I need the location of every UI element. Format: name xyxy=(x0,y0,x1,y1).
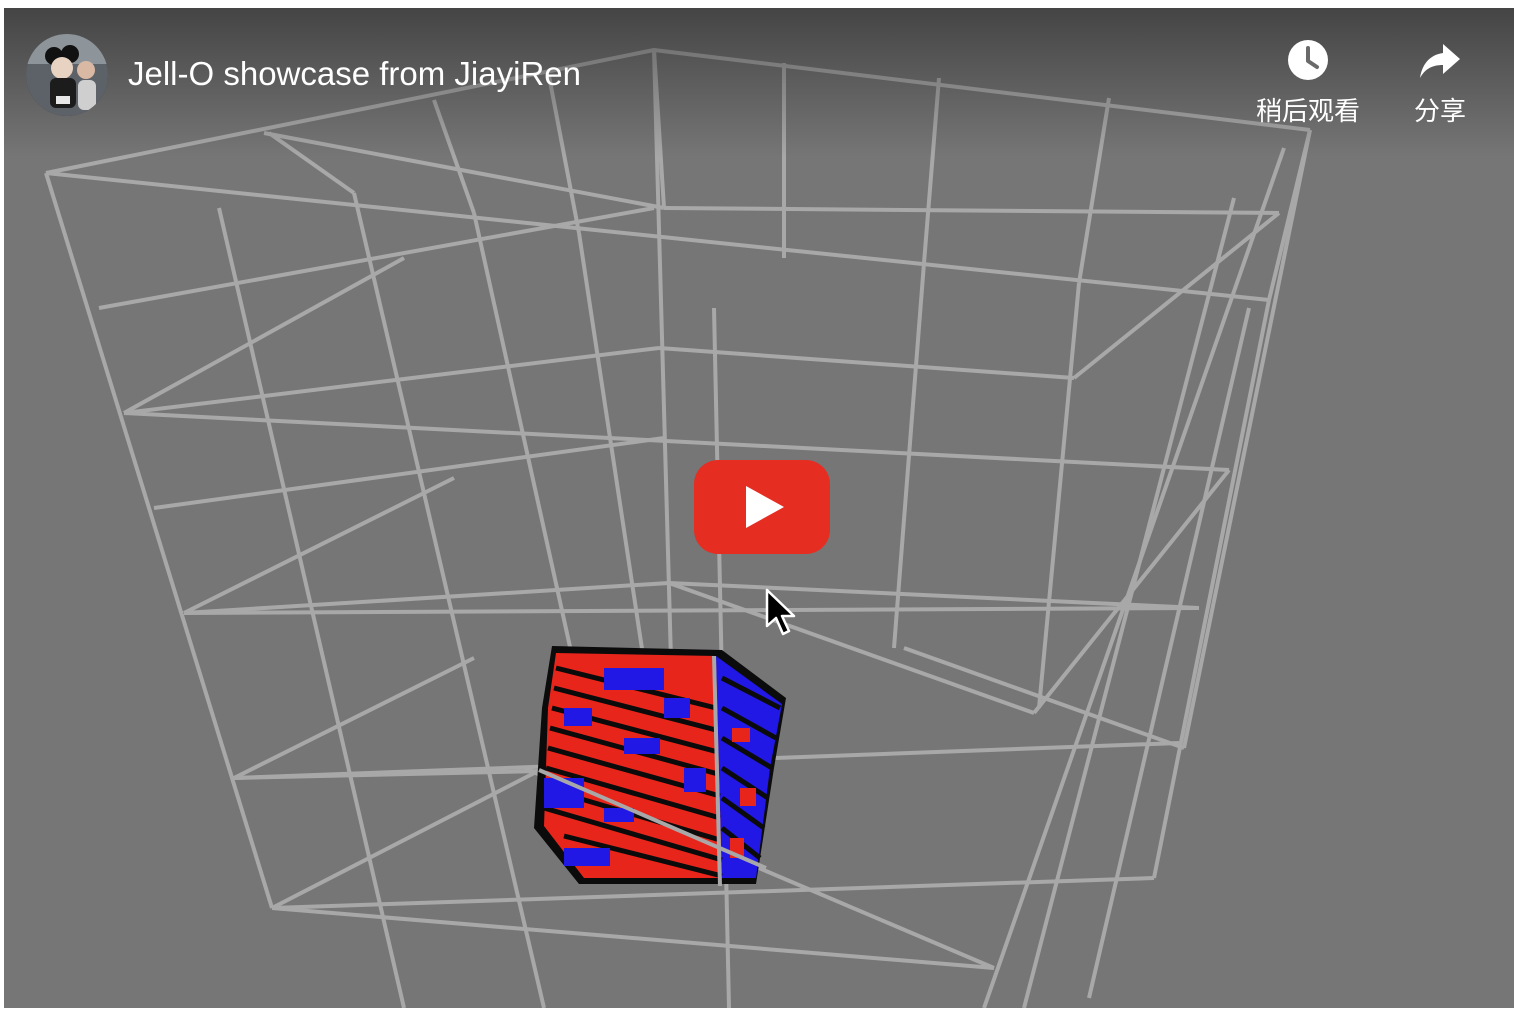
jello-cube xyxy=(534,646,786,887)
clock-icon xyxy=(1288,40,1328,80)
play-button[interactable] xyxy=(694,460,830,554)
video-title[interactable]: Jell-O showcase from JiayiRen xyxy=(128,55,581,92)
avatar-image xyxy=(26,34,108,116)
watch-later-button[interactable]: 稍后观看 xyxy=(1246,38,1370,126)
wireframe-scene xyxy=(44,48,1312,1008)
share-button[interactable]: 分享 xyxy=(1400,38,1480,126)
share-label: 分享 xyxy=(1413,96,1466,126)
wireframe-grid xyxy=(44,48,1312,1008)
play-icon xyxy=(746,486,784,528)
video-player[interactable]: Jell-O showcase from JiayiRen 稍后观看 分享 xyxy=(4,8,1514,1008)
mouse-pointer-icon xyxy=(765,588,796,636)
channel-avatar[interactable] xyxy=(26,34,108,116)
watch-later-label: 稍后观看 xyxy=(1255,96,1360,126)
share-arrow-icon xyxy=(1420,44,1460,78)
